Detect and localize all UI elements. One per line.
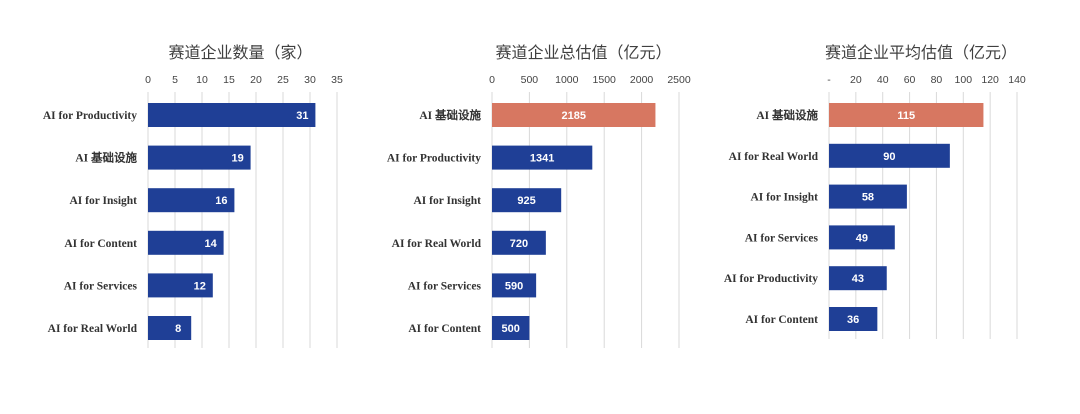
category-label: AI for Productivity xyxy=(724,273,818,285)
bar xyxy=(148,145,251,170)
bar xyxy=(492,273,537,298)
category-label: AI for Productivity xyxy=(387,153,481,165)
x-tick-label: 10 xyxy=(196,74,208,86)
data-label: 90 xyxy=(883,151,895,163)
x-tick-label: 140 xyxy=(1008,74,1026,86)
bar xyxy=(148,188,235,213)
data-label: 590 xyxy=(505,280,523,292)
x-tick-label: 80 xyxy=(931,74,943,86)
category-label: AI for Real World xyxy=(48,323,138,335)
data-label: 36 xyxy=(847,314,859,326)
category-label: AI for Real World xyxy=(392,238,482,250)
category-label: AI for Services xyxy=(745,232,819,244)
x-tick-label: 40 xyxy=(877,74,889,86)
data-label: 14 xyxy=(204,238,217,250)
category-label: AI for Content xyxy=(745,314,818,326)
x-tick-label: 20 xyxy=(850,74,862,86)
data-label: 720 xyxy=(510,238,528,250)
bar xyxy=(148,316,192,340)
bar xyxy=(492,145,593,170)
bar xyxy=(492,230,546,255)
x-tick-label: - xyxy=(827,74,831,86)
x-tick-label: 5 xyxy=(172,74,178,86)
x-tick-label: 120 xyxy=(981,74,999,86)
data-label: 115 xyxy=(897,110,915,122)
bar xyxy=(829,307,878,331)
x-tick-label: 35 xyxy=(331,74,343,86)
category-label: AI 基础设施 xyxy=(419,108,481,122)
data-label: 43 xyxy=(852,273,864,285)
x-tick-label: 0 xyxy=(489,74,495,86)
x-tick-label: 2000 xyxy=(630,74,654,86)
x-tick-label: 60 xyxy=(904,74,916,86)
category-label: AI for Insight xyxy=(69,195,137,207)
x-tick-label: 15 xyxy=(223,74,235,86)
category-label: AI for Real World xyxy=(729,151,819,163)
category-label: AI for Services xyxy=(408,280,482,292)
category-label: AI 基础设施 xyxy=(756,108,818,122)
data-label: 31 xyxy=(296,110,308,122)
category-label: AI for Insight xyxy=(750,192,818,204)
x-tick-label: 500 xyxy=(521,74,539,86)
x-tick-label: 2500 xyxy=(667,74,691,86)
bar xyxy=(148,273,213,298)
bar xyxy=(492,103,656,127)
category-label: AI for Productivity xyxy=(43,110,137,122)
bar xyxy=(148,103,316,127)
data-label: 12 xyxy=(194,280,206,292)
data-label: 2185 xyxy=(561,110,585,122)
category-label: AI for Insight xyxy=(413,195,481,207)
data-label: 16 xyxy=(215,195,227,207)
bar xyxy=(829,184,907,209)
chart-title: 赛道企业数量（家） xyxy=(168,43,312,62)
x-tick-label: 25 xyxy=(277,74,289,86)
data-label: 8 xyxy=(175,323,181,335)
bar xyxy=(829,225,895,250)
data-label: 1341 xyxy=(530,153,554,165)
bar xyxy=(829,143,950,168)
x-tick-label: 1500 xyxy=(593,74,617,86)
data-label: 58 xyxy=(862,192,874,204)
x-tick-label: 30 xyxy=(304,74,316,86)
category-label: AI 基础设施 xyxy=(75,151,137,165)
bar xyxy=(829,103,984,127)
x-tick-label: 0 xyxy=(145,74,151,86)
chart-title: 赛道企业平均估值（亿元） xyxy=(825,43,1017,62)
category-label: AI for Services xyxy=(64,280,138,292)
data-label: 49 xyxy=(856,232,868,244)
x-tick-label: 100 xyxy=(955,74,973,86)
x-tick-label: 1000 xyxy=(555,74,579,86)
category-label: AI for Content xyxy=(64,238,137,250)
bar xyxy=(492,188,562,213)
data-label: 500 xyxy=(502,323,520,335)
bar xyxy=(492,316,530,340)
x-tick-label: 20 xyxy=(250,74,262,86)
data-label: 925 xyxy=(517,195,535,207)
chart-title: 赛道企业总估值（亿元） xyxy=(495,43,671,62)
bar xyxy=(829,266,887,291)
data-label: 19 xyxy=(231,153,243,165)
category-label: AI for Content xyxy=(408,323,481,335)
bar xyxy=(148,230,224,255)
